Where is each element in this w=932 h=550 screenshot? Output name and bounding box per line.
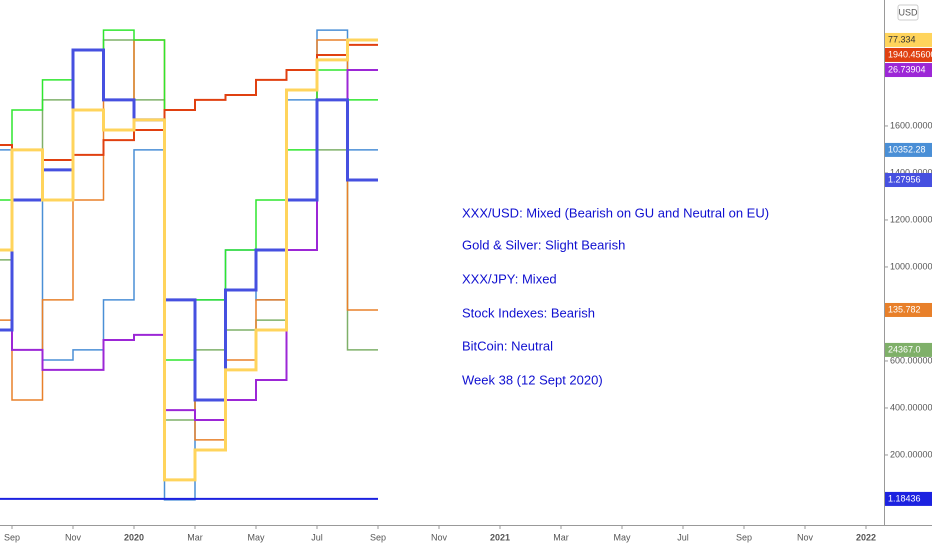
annotation: Gold & Silver: Slight Bearish (462, 237, 625, 252)
y-tick-label: 1400.00000 (890, 167, 932, 177)
series-line (0, 69, 378, 421)
price-tag (885, 142, 932, 157)
y-tick-label: 1600.00000 (890, 120, 932, 130)
series-line (0, 48, 378, 402)
y-tick-label: 600.00000 (890, 355, 932, 365)
x-tick-label: Nov (65, 532, 82, 542)
x-tick-label: Jul (311, 532, 323, 542)
y-tick-label: 1000.00000 (890, 261, 932, 271)
price-tag (885, 173, 932, 188)
price-tag (885, 302, 932, 317)
price-tag (885, 32, 932, 47)
price-tag-label: 135.782 (888, 304, 921, 314)
x-tick-label: 2021 (490, 532, 510, 542)
price-tag (885, 491, 932, 506)
x-tick-label: Sep (736, 532, 752, 542)
price-tag-label: 10352.28 (888, 144, 926, 154)
price-tag (885, 47, 932, 62)
x-tick-label: Sep (4, 532, 20, 542)
price-tag (885, 63, 932, 78)
price-tag-label: 1.18436 (888, 493, 921, 503)
series-line (0, 43, 378, 162)
annotation: BitCoin: Neutral (462, 338, 553, 353)
annotation: Stock Indexes: Bearish (462, 305, 595, 320)
x-tick-label: 2022 (856, 532, 876, 542)
x-tick-label: Nov (797, 532, 814, 542)
plot-area (0, 29, 378, 501)
x-tick-label: 2020 (124, 532, 144, 542)
x-tick-label: Jul (677, 532, 689, 542)
price-tag-label: 1.27956 (888, 174, 921, 184)
y-tick-label: 200.00000 (890, 449, 932, 459)
annotation: Week 38 (12 Sept 2020) (462, 372, 603, 387)
price-tag-label: 26.73904 (888, 64, 926, 74)
series-line (0, 38, 378, 482)
price-tag (885, 342, 932, 357)
price-tag-label: 24367.0 (888, 344, 921, 354)
x-tick-label: May (613, 532, 631, 542)
price-tag-label: 1940.45600 (888, 49, 932, 59)
series-line (0, 29, 378, 361)
y-tick-label: 400.00000 (890, 402, 932, 412)
price-tag-label: 77.334 (888, 34, 916, 44)
x-tick-label: Nov (431, 532, 448, 542)
x-tick-label: Mar (187, 532, 203, 542)
x-tick-label: Mar (553, 532, 569, 542)
x-tick-label: Sep (370, 532, 386, 542)
currency-button[interactable] (897, 4, 919, 21)
annotation: XXX/JPY: Mixed (462, 271, 557, 286)
currency-button-label[interactable]: USD (898, 7, 918, 17)
y-tick-label: 1200.00000 (890, 214, 932, 224)
annotation: XXX/USD: Mixed (Bearish on GU and Neutra… (462, 205, 769, 220)
x-tick-label: May (247, 532, 265, 542)
